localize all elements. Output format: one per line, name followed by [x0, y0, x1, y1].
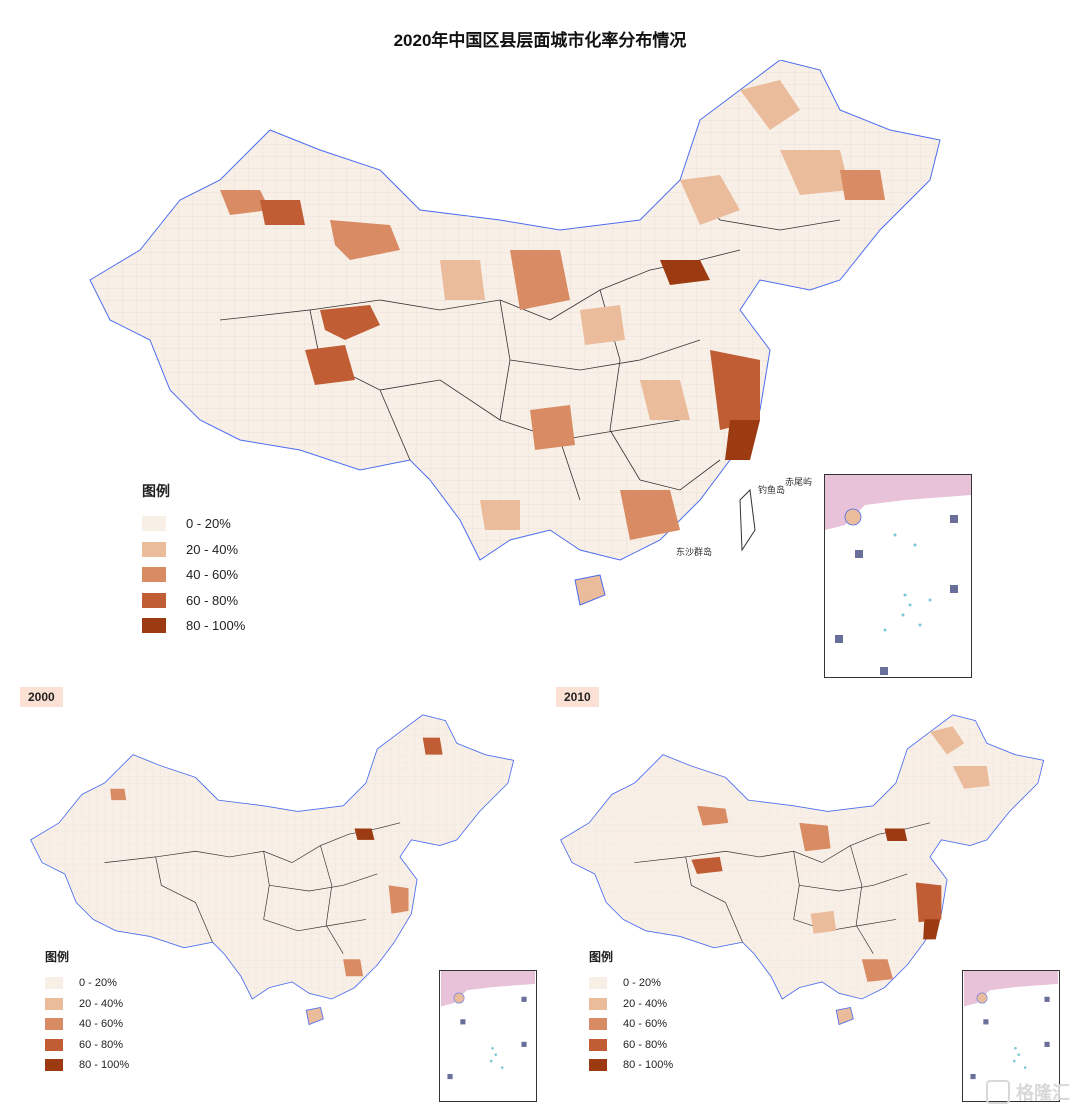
legend-item: 0 - 20% — [589, 973, 673, 994]
legend-swatch — [589, 977, 607, 990]
legend-swatch — [142, 592, 166, 608]
legend-item: 20 - 40% — [142, 537, 245, 563]
legend-item: 80 - 100% — [589, 1055, 673, 1076]
label-chiwei: 赤尾屿 — [785, 478, 813, 488]
legend-swatch — [589, 1059, 607, 1072]
legend-swatch — [589, 1038, 607, 1051]
legend-label: 0 - 20% — [186, 516, 231, 532]
legend-label: 0 - 20% — [79, 977, 117, 990]
legend-swatch — [45, 1038, 63, 1051]
legend-item: 40 - 60% — [589, 1014, 673, 1035]
urban-patches — [220, 80, 885, 540]
watermark-text: 格隆汇 — [1016, 1083, 1070, 1103]
legend-label: 60 - 80% — [623, 1038, 668, 1051]
china-outline — [89, 60, 941, 561]
legend-item: 0 - 20% — [45, 973, 129, 994]
legend-item: 20 - 40% — [589, 994, 673, 1015]
year-badge-2010: 2010 — [556, 687, 599, 707]
year-badge-2000: 2000 — [20, 687, 63, 707]
hainan-island — [574, 574, 606, 606]
legend-label: 60 - 80% — [186, 592, 239, 608]
legend-item: 60 - 80% — [45, 1035, 129, 1056]
legend-swatch — [45, 1018, 63, 1031]
label-dongsha: 东沙群岛 — [676, 548, 713, 558]
legend-swatch — [589, 997, 607, 1010]
taiwan-island — [739, 488, 756, 552]
south-china-sea-inset-2010 — [962, 970, 1060, 1102]
legend-title: 图例 — [589, 950, 614, 964]
label-diaoyu: 钓鱼岛 — [758, 486, 786, 496]
legend-swatch — [45, 1059, 63, 1072]
legend-label: 20 - 40% — [623, 997, 668, 1010]
map-2000 — [30, 714, 515, 1026]
legend-label: 0 - 20% — [623, 977, 661, 990]
legend-item: 60 - 80% — [142, 588, 245, 614]
logo-icon — [986, 1080, 1010, 1104]
legend-label: 20 - 40% — [79, 997, 124, 1010]
legend-label: 40 - 60% — [186, 567, 239, 583]
legend-item: 20 - 40% — [45, 994, 129, 1015]
watermark-logo: 格隆汇 — [986, 1079, 1070, 1105]
legend-swatch — [589, 1018, 607, 1031]
legend-item: 0 - 20% — [142, 511, 245, 537]
legend-swatch — [142, 567, 166, 583]
legend-label: 40 - 60% — [623, 1018, 668, 1031]
south-china-sea-inset-2000 — [439, 970, 537, 1102]
legend-item: 40 - 60% — [142, 562, 245, 588]
legend-title: 图例 — [45, 950, 70, 964]
legend-label: 80 - 100% — [623, 1059, 674, 1072]
legend-swatch — [142, 618, 166, 634]
page-title: 2020年中国区县层面城市化率分布情况 — [393, 31, 687, 50]
legend-2000: 图例 0 - 20% 20 - 40% 40 - 60% 60 - 80% 80… — [45, 948, 129, 1076]
legend-swatch — [142, 516, 166, 532]
legend-label: 60 - 80% — [79, 1038, 124, 1051]
south-china-sea-inset-main — [824, 474, 972, 678]
legend-item: 80 - 100% — [142, 613, 245, 639]
legend-item: 80 - 100% — [45, 1055, 129, 1076]
legend-swatch — [45, 977, 63, 990]
legend-swatch — [45, 997, 63, 1010]
legend-swatch — [142, 541, 166, 557]
legend-main: 图例 0 - 20% 20 - 40% 40 - 60% 60 - 80% 80… — [142, 481, 245, 639]
main-map-2020 — [89, 60, 941, 606]
legend-item: 60 - 80% — [589, 1035, 673, 1056]
legend-item: 40 - 60% — [45, 1014, 129, 1035]
map-2010 — [560, 714, 1045, 1026]
legend-title: 图例 — [142, 483, 170, 499]
legend-label: 20 - 40% — [186, 541, 239, 557]
legend-label: 80 - 100% — [79, 1059, 130, 1072]
legend-2010: 图例 0 - 20% 20 - 40% 40 - 60% 60 - 80% 80… — [589, 948, 673, 1076]
legend-label: 40 - 60% — [79, 1018, 124, 1031]
legend-label: 80 - 100% — [186, 618, 246, 634]
